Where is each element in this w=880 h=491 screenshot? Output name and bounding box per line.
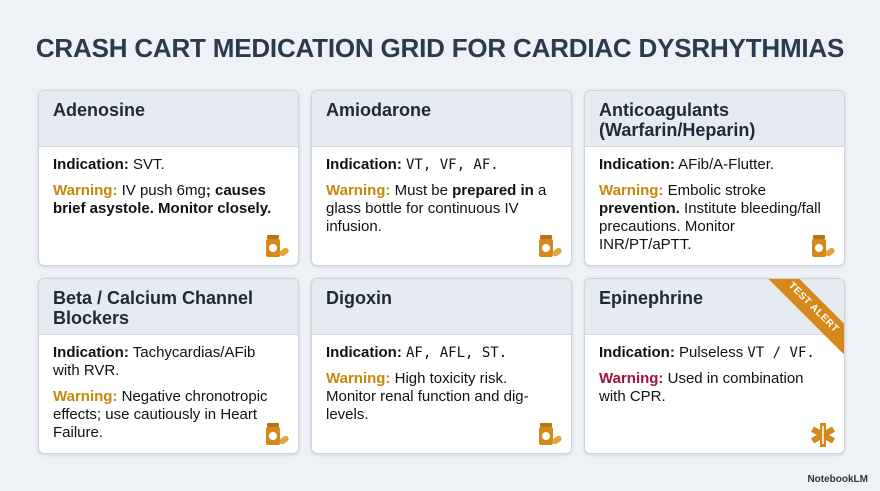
warning-label: Warning: [326, 182, 391, 199]
medication-card: Digoxin Indication: AF, AFL, ST. Warning: … [311, 278, 572, 454]
indication: Indication: Pulseless VT / VF. [599, 344, 830, 362]
warning-label: Warning: [599, 182, 664, 199]
bottle-cap [540, 235, 552, 239]
bottle-cap [267, 423, 279, 427]
card-icon [812, 235, 835, 257]
warning-label: Warning: [53, 388, 118, 405]
text-segment: Tachycardias/AFib with RVR. [53, 344, 256, 379]
text-segment: IV push 6mg [121, 182, 206, 199]
bottle-label [269, 244, 277, 252]
card-body: Indication: Pulseless VT / VF. Warning: U… [585, 335, 844, 406]
indication-label: Indication: [326, 344, 402, 361]
warning-label: Warning: [53, 182, 118, 199]
bottle-cap [813, 235, 825, 239]
text-segment: a glass bottle for continuous IV infusio… [326, 182, 547, 235]
card-icon [539, 235, 562, 257]
indication: Indication: AF, AFL, ST. [326, 344, 557, 362]
card-icon [539, 423, 562, 445]
card-title: Amiodarone [312, 91, 571, 147]
text-segment: Used in combination with CPR. [599, 370, 804, 405]
bottle-cap [540, 423, 552, 427]
page-title: CRASH CART MEDICATION GRID FOR CARDIAC D… [35, 33, 845, 63]
text-segment: AFib/A-Flutter. [678, 156, 775, 173]
medication-card: Beta / Calcium Channel Blockers Indicatio… [38, 278, 299, 454]
indication: Indication: VT, VF, AF. [326, 156, 557, 174]
card-body: Indication: VT, VF, AF. Warning: Must be … [312, 147, 571, 236]
warning-label: Warning: [326, 370, 391, 387]
warning: Warning: Negative chronotropic effects; … [53, 388, 284, 442]
text-segment: ; causes brief asystole. Monitor closely… [53, 182, 272, 217]
indication-label: Indication: [599, 344, 675, 361]
text-segment: Embolic stroke [667, 182, 766, 199]
bottle-label [269, 432, 277, 440]
text-segment: VT / VF. [747, 345, 815, 361]
pill [552, 247, 562, 257]
bottle-label [542, 244, 550, 252]
medication-card: Epinephrine Indication: Pulseless VT / VF… [584, 278, 845, 454]
indication: Indication: Tachycardias/AFib with RVR. [53, 344, 284, 380]
pill [825, 247, 835, 257]
warning-label: Warning: [599, 370, 664, 387]
card-icon [811, 423, 835, 447]
warning: Warning: IV push 6mg; causes brief asyst… [53, 182, 284, 218]
indication-label: Indication: [53, 156, 129, 173]
card-body: Indication: AFib/A-Flutter. Warning: Embo… [585, 147, 844, 254]
text-segment: prepared in [452, 182, 534, 199]
warning: Warning: Must be prepared in a glass bot… [326, 182, 557, 236]
card-body: Indication: Tachycardias/AFib with RVR. W… [39, 335, 298, 442]
indication-label: Indication: [53, 344, 129, 361]
warning: Warning: Used in combination with CPR. [599, 370, 830, 406]
footer-brand: NotebookLM [807, 474, 868, 485]
text-segment: VT, VF, AF. [406, 157, 499, 173]
medication-card: Anticoagulants (Warfarin/Heparin) Indicat… [584, 90, 845, 266]
bottle-label [815, 244, 823, 252]
card-icon [266, 423, 289, 445]
text-segment: Must be [394, 182, 453, 199]
card-title: Digoxin [312, 279, 571, 335]
bottle-cap [267, 235, 279, 239]
indication: Indication: SVT. [53, 156, 284, 174]
card-title: Adenosine [39, 91, 298, 147]
pill [552, 435, 562, 445]
pill [279, 435, 289, 445]
indication-label: Indication: [326, 156, 402, 173]
warning: Warning: High toxicity risk. Monitor ren… [326, 370, 557, 424]
medication-card: Adenosine Indication: SVT. Warning: IV pus… [38, 90, 299, 266]
text-segment: prevention. [599, 200, 680, 217]
text-segment: Institute bleeding/fall precautions. Mon… [599, 200, 821, 253]
text-segment: High toxicity risk. Monitor renal functi… [326, 370, 529, 423]
indication-label: Indication: [599, 156, 675, 173]
card-body: Indication: SVT. Warning: IV push 6mg; ca… [39, 147, 298, 218]
text-segment: AF, AFL, ST. [406, 345, 508, 361]
card-title: Beta / Calcium Channel Blockers [39, 279, 298, 335]
card-body: Indication: AF, AFL, ST. Warning: High to… [312, 335, 571, 424]
bottle-label [542, 432, 550, 440]
indication: Indication: AFib/A-Flutter. [599, 156, 830, 174]
medication-card: Amiodarone Indication: VT, VF, AF. Warning… [311, 90, 572, 266]
text-segment: Pulseless [679, 344, 748, 361]
pill [279, 247, 289, 257]
card-title: Anticoagulants (Warfarin/Heparin) [585, 91, 844, 147]
text-segment: SVT. [133, 156, 165, 173]
card-icon [266, 235, 289, 257]
warning: Warning: Embolic stroke prevention. Inst… [599, 182, 830, 254]
text-segment: Negative chronotropic effects; use cauti… [53, 388, 268, 441]
